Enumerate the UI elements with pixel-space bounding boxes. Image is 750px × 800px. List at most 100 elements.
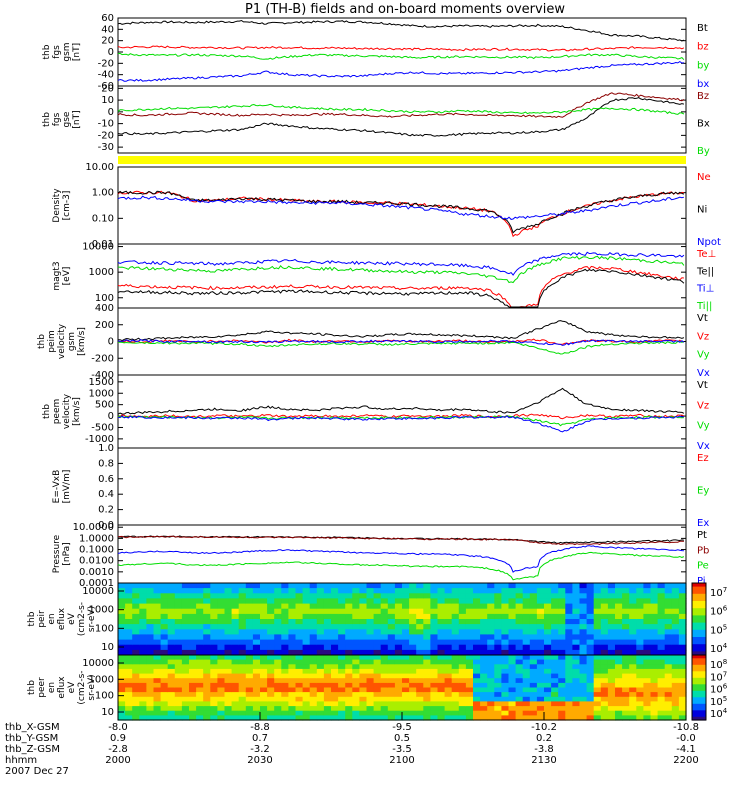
spectrogram-cell: [309, 715, 318, 721]
spectrogram-cell: [494, 629, 502, 635]
spectrogram-cell: [274, 659, 282, 665]
spectrogram-cell: [260, 624, 268, 630]
spectrogram-cell: [238, 644, 247, 651]
time-axis-row-label: hhmm: [5, 755, 37, 766]
ytick-label-fgs1: -60: [98, 81, 114, 92]
ylabel-peer: eflux: [57, 676, 67, 699]
spectrogram-cell: [636, 624, 644, 630]
spectrogram-cell: [515, 603, 524, 610]
spectrogram-cell: [387, 664, 396, 670]
spectrogram-cell: [295, 687, 304, 693]
spectrogram-cell: [444, 624, 453, 630]
spectrogram-cell: [373, 664, 382, 670]
colorbar-label-peir: 104: [710, 642, 728, 655]
spectrogram-cell: [338, 619, 346, 625]
spectrogram-cell: [189, 613, 197, 620]
spectrogram-cell: [593, 588, 602, 594]
spectrogram-cell: [302, 682, 311, 689]
spectrogram-cell: [643, 588, 652, 594]
spectrogram-cell: [600, 608, 609, 615]
spectrogram-cell: [210, 629, 218, 635]
series-line-temp-Te||: [117, 268, 685, 308]
spectrogram-cell: [146, 629, 155, 635]
spectrogram-cell: [281, 664, 289, 670]
spectrogram-cell: [139, 649, 147, 656]
spectrogram-cell: [380, 644, 389, 651]
spectrogram-cell: [409, 598, 417, 605]
spectrogram-cell: [167, 682, 176, 689]
ytick-label-fgs2: -30: [98, 142, 114, 153]
spectrogram-cell: [494, 682, 502, 689]
spectrogram-cell: [181, 706, 190, 712]
spectrogram-cell: [252, 583, 261, 589]
spectrogram-cell: [458, 715, 467, 721]
spectrogram-cell: [309, 706, 318, 712]
spectrogram-cell: [444, 593, 453, 599]
ylabel-peir: thb: [27, 611, 37, 626]
spectrogram-cell: [494, 644, 502, 651]
spectrogram-cell: [217, 613, 226, 620]
spectrogram-cell: [224, 655, 233, 661]
spectrogram-cell: [387, 583, 396, 589]
spectrogram-cell: [245, 664, 254, 670]
spectrogram-cell: [196, 629, 204, 635]
spectrogram-cell: [579, 678, 588, 684]
spectrogram-cell: [274, 668, 282, 675]
spectrogram-cell: [572, 644, 581, 651]
spectrogram-cell: [529, 682, 538, 689]
colorbar-cell-peir: [692, 590, 706, 595]
spectrogram-cell: [558, 608, 566, 615]
spectrogram-cell: [387, 692, 396, 698]
spectrogram-cell: [174, 603, 183, 610]
spectrogram-cell: [352, 659, 360, 665]
spectrogram-cell: [664, 706, 673, 712]
spectrogram-cell: [352, 678, 360, 684]
spectrogram-cell: [615, 639, 623, 646]
spectrogram-cell: [643, 710, 652, 716]
spectrogram-cell: [657, 715, 666, 721]
spectrogram-cell: [132, 598, 140, 605]
spectrogram-cell: [260, 655, 268, 661]
spectrogram-cell: [629, 710, 637, 716]
spectrogram-cell: [224, 634, 233, 641]
xtick-label-t: 2200: [673, 755, 698, 766]
spectrogram-cell: [252, 659, 261, 665]
spectrogram-cell: [167, 678, 176, 684]
spectrogram-cell: [508, 619, 517, 625]
spectrogram-cell: [657, 629, 666, 635]
spectrogram-cell: [565, 668, 573, 675]
colorbar-label-peer: 105: [710, 695, 727, 708]
spectrogram-cell: [529, 701, 538, 707]
spectrogram-cell: [295, 678, 304, 684]
spectrogram-cell: [295, 583, 304, 589]
ytick-label-density: 10.00: [85, 162, 114, 173]
spectrogram-cell: [671, 706, 680, 712]
spectrogram-cell: [515, 613, 524, 620]
panel-frame-fgs1: [117, 17, 687, 87]
spectrogram-cell: [281, 655, 289, 661]
spectrogram-cell: [600, 682, 609, 689]
spectrogram-cell: [643, 619, 652, 625]
spectrogram-cell: [551, 692, 559, 698]
spectrogram-cell: [380, 639, 389, 646]
spectrogram-cell: [132, 588, 140, 594]
colorbar-cell-peir: [692, 622, 706, 627]
xtick-label-t: 2130: [531, 755, 556, 766]
spectrogram-cell: [458, 598, 467, 605]
spectrogram-cell: [260, 603, 268, 610]
spectrogram-cell: [245, 603, 254, 610]
spectrogram-cell: [423, 613, 431, 620]
spectrogram-cell: [558, 624, 566, 630]
spectrogram-cell: [153, 608, 162, 615]
spectrogram-cell: [302, 593, 311, 599]
spectrogram-cell: [309, 593, 318, 599]
spectrogram-cell: [671, 715, 680, 721]
spectrogram-cell: [281, 588, 289, 594]
colorbar-cell-peir: [692, 604, 706, 609]
spectrogram-cell: [629, 603, 637, 610]
spectrogram-cell: [664, 629, 673, 635]
spectrogram-cell: [203, 619, 211, 625]
spectrogram-cell: [323, 629, 332, 635]
spectrogram-cell: [139, 696, 147, 702]
spectrogram-cell: [260, 706, 268, 712]
